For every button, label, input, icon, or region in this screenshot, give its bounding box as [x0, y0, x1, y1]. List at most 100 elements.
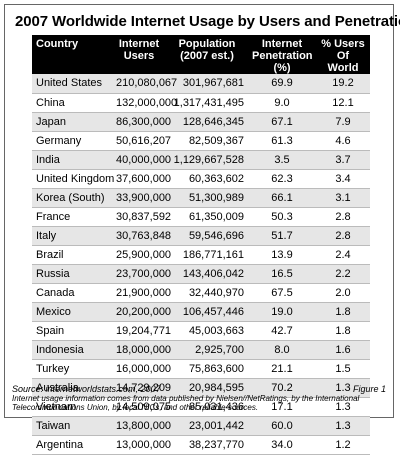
- cell-country: France: [32, 207, 112, 227]
- cell-country: Mexico: [32, 302, 112, 322]
- column-header-population: Population (2007 est.): [166, 35, 248, 74]
- table-row: United States 210,080,067 301,967,681 69.9 1…: [32, 74, 370, 94]
- cell-country: Indonesia: [32, 340, 112, 360]
- cell-internet-users: 132,000,000: [112, 93, 177, 113]
- cell-pct-world: 2.4: [316, 245, 370, 265]
- cell-population: 106,457,446: [166, 302, 248, 322]
- cell-penetration: 62.3: [248, 169, 316, 189]
- cell-country: Canada: [32, 283, 112, 303]
- cell-population: 301,967,681: [166, 74, 248, 94]
- cell-population: 45,003,663: [166, 321, 248, 341]
- cell-pct-world: 1.3: [316, 397, 370, 417]
- cell-penetration: 61.3: [248, 131, 316, 151]
- cell-penetration: 42.7: [248, 321, 316, 341]
- cell-penetration: 69.9: [248, 74, 316, 94]
- column-header-line: % Users: [321, 38, 365, 50]
- cell-penetration: 51.7: [248, 226, 316, 246]
- cell-internet-users: 30,837,592: [112, 207, 171, 227]
- cell-population: 38,237,770: [166, 435, 248, 455]
- column-header-country: Country: [32, 35, 112, 74]
- cell-country: Germany: [32, 131, 112, 151]
- cell-penetration: 9.0: [248, 93, 316, 113]
- cell-population: 75,863,600: [166, 359, 248, 379]
- cell-pct-world: 4.6: [316, 131, 370, 151]
- table-row: Turkey 16,000,000 75,863,600 21.1 1.5: [32, 359, 370, 379]
- cell-internet-users: 86,300,000: [112, 112, 171, 132]
- table-row: United Kingdom 37,600,000 60,363,602 62.3 3.…: [32, 169, 370, 189]
- cell-internet-users: 18,000,000: [112, 340, 171, 360]
- column-header-line: Country: [36, 38, 79, 50]
- table-row: Japan 86,300,000 128,646,345 67.1 7.9: [32, 112, 370, 132]
- cell-population: 61,350,009: [166, 207, 248, 227]
- cell-penetration: 70.2: [248, 378, 316, 398]
- cell-population: 2,925,700: [166, 340, 248, 360]
- internet-usage-table: Country Internet Users Population (2007 est.…: [32, 35, 370, 455]
- table-row: Italy 30,763,848 59,546,696 51.7 2.8: [32, 226, 370, 246]
- table-row: India 40,000,000 1,129,667,528 3.5 3.7: [32, 150, 370, 170]
- cell-country: United Kingdom: [32, 169, 114, 189]
- cell-population: 128,646,345: [166, 112, 248, 132]
- cell-country: Brazil: [32, 245, 112, 265]
- cell-pct-world: 3.1: [316, 188, 370, 208]
- column-header-line: Population: [178, 38, 236, 50]
- cell-pct-world: 19.2: [316, 74, 370, 94]
- cell-population: 82,509,367: [166, 131, 248, 151]
- cell-internet-users: 40,000,000: [112, 150, 171, 170]
- cell-internet-users: 30,763,848: [112, 226, 171, 246]
- table-row: China 132,000,000 1,317,431,495 9.0 12.1: [32, 93, 370, 113]
- cell-country: Argentina: [32, 435, 112, 455]
- cell-penetration: 13.9: [248, 245, 316, 265]
- cell-pct-world: 2.2: [316, 264, 370, 284]
- cell-pct-world: 2.0: [316, 283, 370, 303]
- cell-internet-users: 14,509,075: [112, 397, 171, 417]
- cell-penetration: 66.1: [248, 188, 316, 208]
- cell-population: 1,317,431,495: [166, 93, 248, 113]
- cell-country: Italy: [32, 226, 112, 246]
- cell-internet-users: 50,616,207: [112, 131, 171, 151]
- table-row: Korea (South) 33,900,000 51,300,989 66.1 3.1: [32, 188, 370, 208]
- cell-penetration: 8.0: [248, 340, 316, 360]
- cell-country: China: [32, 93, 112, 113]
- figure-title: 2007 Worldwide Internet Usage by Users a…: [15, 13, 400, 30]
- table-row: Spain 19,204,771 45,003,663 42.7 1.8: [32, 321, 370, 341]
- column-header-line: Internet: [118, 38, 160, 50]
- table-row: Indonesia 18,000,000 2,925,700 8.0 1.6: [32, 340, 370, 360]
- cell-pct-world: 1.8: [316, 302, 370, 322]
- cell-internet-users: 33,900,000: [112, 188, 171, 208]
- cell-population: 1,129,667,528: [166, 150, 248, 170]
- cell-penetration: 34.0: [248, 435, 316, 455]
- figure-label: Figure 1: [352, 384, 386, 394]
- cell-pct-world: 2.8: [316, 226, 370, 246]
- cell-pct-world: 1.6: [316, 340, 370, 360]
- cell-pct-world: 1.2: [316, 435, 370, 455]
- header-row: Country Internet Users Population (2007 est.…: [32, 35, 370, 74]
- cell-population: 143,406,042: [166, 264, 248, 284]
- cell-country: Spain: [32, 321, 112, 341]
- cell-country: Vietnam: [32, 397, 112, 417]
- cell-internet-users: 21,900,000: [112, 283, 171, 303]
- cell-internet-users: 20,200,000: [112, 302, 171, 322]
- table-row: Mexico 20,200,000 106,457,446 19.0 1.8: [32, 302, 370, 322]
- source-note: Source: internetworldstats.com, 2007: [12, 384, 161, 394]
- table-row: Australia 14,729,209 20,984,595 70.2 1.3: [32, 378, 370, 398]
- cell-penetration: 17.1: [248, 397, 316, 417]
- column-header-line: Internet: [261, 38, 303, 50]
- cell-pct-world: 1.3: [316, 416, 370, 436]
- cell-penetration: 3.5: [248, 150, 316, 170]
- cell-penetration: 21.1: [248, 359, 316, 379]
- cell-pct-world: 1.3: [316, 378, 370, 398]
- table-row: Russia 23,700,000 143,406,042 16.5 2.2: [32, 264, 370, 284]
- cell-pct-world: 2.8: [316, 207, 370, 227]
- cell-internet-users: 13,800,000: [112, 416, 171, 436]
- table-row: France 30,837,592 61,350,009 50.3 2.8: [32, 207, 370, 227]
- cell-pct-world: 3.7: [316, 150, 370, 170]
- cell-population: 60,363,602: [166, 169, 248, 189]
- cell-population: 32,440,970: [166, 283, 248, 303]
- cell-population: 85,031,436: [166, 397, 248, 417]
- cell-population: 23,001,442: [166, 416, 248, 436]
- cell-country: Russia: [32, 264, 112, 284]
- cell-internet-users: 25,900,000: [112, 245, 171, 265]
- cell-penetration: 19.0: [248, 302, 316, 322]
- cell-country: Taiwan: [32, 416, 112, 436]
- column-header-line: Users: [123, 50, 155, 62]
